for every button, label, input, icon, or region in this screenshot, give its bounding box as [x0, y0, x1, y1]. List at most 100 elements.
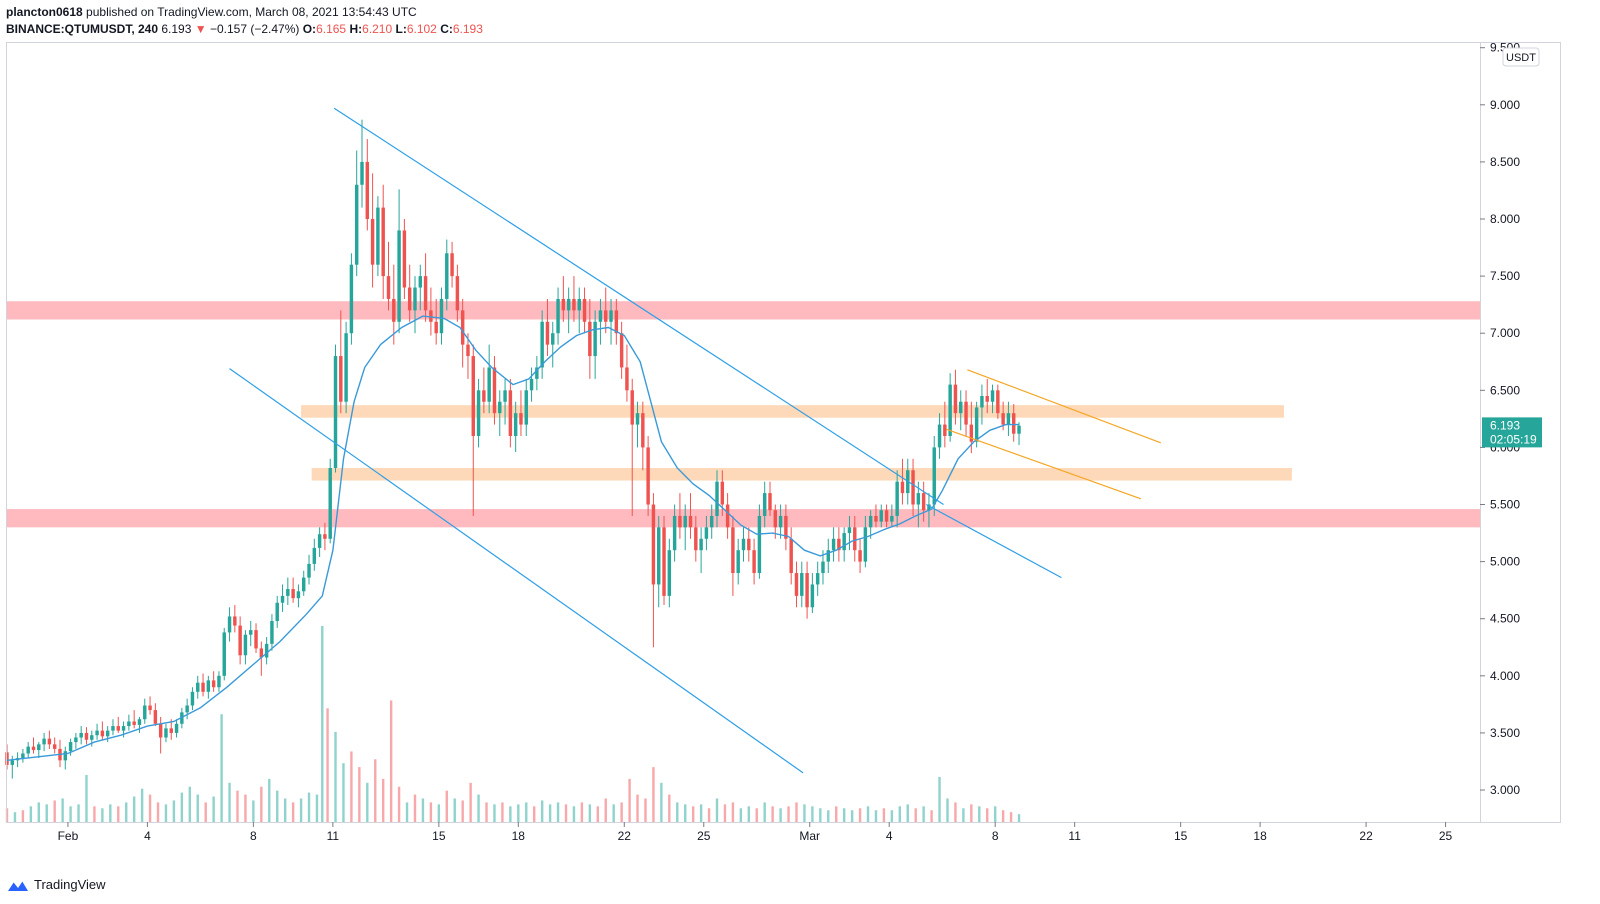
- candle-body: [752, 550, 756, 574]
- candle: [190, 687, 195, 711]
- candle: [688, 493, 693, 539]
- volume-bar: [978, 806, 981, 822]
- candle-body: [243, 634, 248, 656]
- candle: [79, 726, 83, 745]
- volume-bar: [723, 804, 727, 822]
- candle: [217, 671, 221, 692]
- volume-bar: [45, 804, 48, 822]
- y-tick-label: 6.500: [1490, 383, 1520, 397]
- trendline-0: [333, 107, 944, 506]
- candle-body: [582, 298, 587, 322]
- volume-bar: [53, 800, 56, 822]
- candle-body: [333, 356, 338, 468]
- candle-body: [365, 161, 370, 220]
- volume-bar: [69, 806, 72, 822]
- volume-bar: [779, 808, 782, 822]
- candle: [551, 321, 555, 368]
- candle-body: [715, 481, 719, 516]
- candle-body: [667, 550, 672, 596]
- volume-bar: [970, 804, 973, 822]
- candle: [418, 264, 423, 311]
- price-change: −0.157 (−2.47%): [209, 22, 300, 36]
- volume-bar: [556, 802, 560, 822]
- candle: [211, 671, 216, 692]
- candle-body: [280, 595, 285, 603]
- volume-bar: [644, 798, 647, 822]
- volume-bar: [350, 751, 353, 822]
- candle: [943, 401, 947, 448]
- candle-body: [932, 447, 936, 505]
- volume-bar: [196, 794, 199, 822]
- volume-bar: [612, 804, 615, 822]
- candle: [47, 730, 52, 749]
- candle-body: [747, 538, 751, 551]
- candle: [344, 321, 348, 414]
- volume-bar: [795, 802, 798, 822]
- axes-layer: 9.5009.0008.5008.0007.5007.0006.5006.000…: [6, 41, 1561, 843]
- candle-body: [974, 407, 979, 442]
- x-tick-label: 4: [144, 829, 151, 843]
- candle: [301, 570, 306, 596]
- volume-bar: [93, 806, 96, 822]
- candle: [985, 378, 989, 414]
- candle: [434, 298, 438, 345]
- y-tick-label: 4.000: [1490, 669, 1520, 683]
- volume-bar: [811, 806, 814, 822]
- candle-body: [233, 616, 237, 626]
- candle: [280, 584, 285, 612]
- candle: [964, 390, 968, 436]
- y-tick-label: 5.000: [1490, 555, 1520, 569]
- candle-body: [312, 547, 317, 564]
- candle-body: [270, 621, 274, 644]
- candle: [800, 561, 804, 608]
- candle-body: [868, 515, 873, 528]
- candle: [916, 481, 921, 528]
- candle-body: [286, 589, 290, 596]
- candle-body: [137, 719, 142, 725]
- candle-body: [757, 515, 762, 574]
- candle-body: [847, 527, 852, 534]
- volume-bar: [691, 806, 695, 822]
- candle: [794, 561, 799, 608]
- candle: [185, 698, 189, 720]
- footer-brand[interactable]: TradingView: [34, 877, 106, 892]
- candle-body: [789, 538, 793, 574]
- candle-body: [895, 481, 899, 516]
- candle: [460, 298, 465, 368]
- volume-bar: [260, 786, 263, 822]
- candle-body: [625, 367, 629, 391]
- candle-body: [445, 253, 449, 299]
- candle-body: [201, 682, 205, 692]
- candle: [445, 239, 449, 311]
- x-tick-label: 15: [432, 829, 446, 843]
- candle: [196, 675, 200, 699]
- candle: [715, 470, 719, 528]
- candle: [482, 367, 486, 414]
- candle-body: [217, 675, 221, 688]
- candle: [556, 287, 560, 345]
- volume-bar: [763, 802, 766, 822]
- currency-badge: [1502, 47, 1540, 67]
- candle: [921, 481, 926, 522]
- candle: [535, 356, 539, 391]
- candle-body: [964, 401, 968, 425]
- volume-bar: [358, 767, 361, 822]
- candle-body: [609, 310, 613, 322]
- volume-bar: [866, 806, 870, 822]
- candle: [900, 458, 905, 505]
- candle-body: [132, 721, 136, 725]
- candle: [853, 515, 857, 562]
- trendline-4: [945, 428, 1142, 500]
- volume-bar: [109, 804, 112, 822]
- candle: [286, 577, 290, 606]
- candle-body: [921, 493, 926, 511]
- candle: [487, 344, 491, 414]
- candle: [937, 413, 942, 459]
- y-tick-label: 7.500: [1490, 269, 1520, 283]
- y-tick-label: 8.500: [1490, 155, 1520, 169]
- candle-body: [439, 298, 444, 334]
- volume-bar: [715, 798, 719, 822]
- author-name[interactable]: plancton0618: [6, 5, 83, 19]
- candle: [879, 504, 883, 528]
